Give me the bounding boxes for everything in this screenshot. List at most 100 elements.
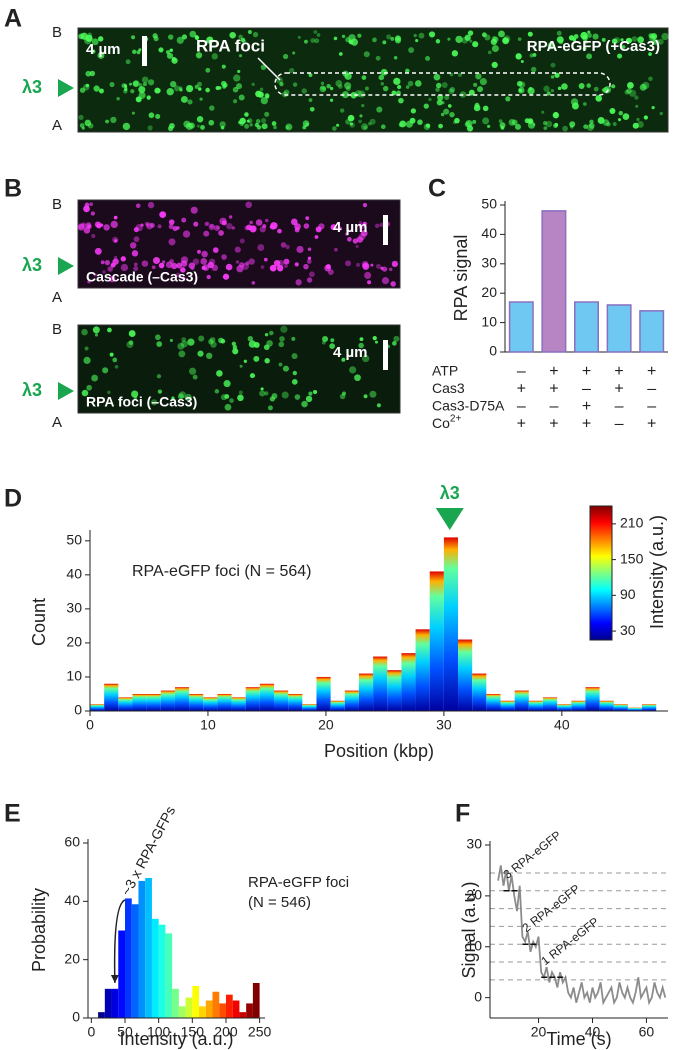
focus <box>443 108 450 115</box>
focus <box>367 280 372 285</box>
focus <box>105 119 109 124</box>
focus <box>362 262 370 270</box>
focus <box>589 119 594 125</box>
focus <box>474 102 480 108</box>
focus <box>661 32 669 41</box>
focus <box>469 39 473 43</box>
focus <box>87 32 92 38</box>
focus <box>393 77 401 85</box>
histogram-bar <box>189 693 204 711</box>
focus <box>128 330 136 338</box>
focus <box>206 274 211 280</box>
focus <box>554 111 558 116</box>
focus <box>229 398 234 403</box>
focus <box>588 122 595 129</box>
y-tick-label: 10 <box>481 313 497 329</box>
focus <box>389 267 393 272</box>
focus <box>382 40 387 45</box>
focus <box>345 86 351 92</box>
histogram-bar <box>225 994 233 1018</box>
focus <box>236 83 243 90</box>
histogram-bar <box>613 704 628 711</box>
bar <box>574 301 599 353</box>
focus <box>221 64 226 69</box>
focus <box>239 364 243 368</box>
focus <box>569 121 576 128</box>
y-tick-label: 50 <box>481 196 497 212</box>
focus <box>256 125 262 130</box>
focus <box>547 41 555 50</box>
focus <box>332 126 337 131</box>
focus <box>505 96 511 102</box>
focus <box>346 237 352 242</box>
focus <box>449 86 456 93</box>
focus <box>340 108 345 113</box>
focus <box>380 81 385 86</box>
y-tick-label: 10 <box>66 668 82 684</box>
annotation: RPA foci <box>196 36 265 55</box>
focus <box>320 81 325 86</box>
focus <box>85 70 92 77</box>
histogram-bar <box>232 1000 240 1018</box>
focus <box>146 222 154 230</box>
focus <box>130 89 135 94</box>
focus <box>129 82 133 86</box>
focus <box>267 405 273 411</box>
focus <box>423 103 429 109</box>
focus <box>238 262 245 268</box>
focus <box>314 38 320 44</box>
y-axis-label: Count <box>29 598 49 646</box>
end-label: A <box>52 117 62 134</box>
focus <box>617 53 623 59</box>
focus <box>280 242 287 248</box>
y-axis-label: Probability <box>29 888 49 972</box>
focus <box>356 236 364 243</box>
focus <box>500 125 505 130</box>
focus <box>125 59 131 65</box>
focus <box>133 262 138 267</box>
target-arrow <box>58 79 74 97</box>
end-label: B <box>52 24 62 41</box>
focus <box>435 87 440 92</box>
focus <box>448 88 455 95</box>
focus <box>165 50 170 55</box>
focus <box>90 211 96 216</box>
focus <box>218 337 224 344</box>
focus <box>398 97 404 104</box>
histogram-bar <box>205 1000 213 1018</box>
focus <box>508 119 516 126</box>
y-tick-label: 40 <box>66 566 82 582</box>
focus <box>386 34 392 40</box>
histogram-bar <box>316 676 331 711</box>
focus <box>168 238 176 246</box>
focus <box>302 120 310 127</box>
focus <box>211 264 219 272</box>
focus <box>98 88 104 94</box>
histogram-bar <box>174 687 190 711</box>
focus <box>390 36 395 41</box>
y-tick-label: 0 <box>74 702 82 718</box>
focus <box>284 264 288 269</box>
focus <box>405 68 410 74</box>
histogram-bar <box>160 690 175 711</box>
focus <box>123 87 128 92</box>
focus <box>635 104 639 108</box>
focus <box>528 119 533 124</box>
focus <box>214 225 220 232</box>
histogram-bar <box>231 697 246 711</box>
focus <box>252 31 259 38</box>
focus <box>341 357 346 362</box>
focus <box>157 224 162 229</box>
x-tick-label: 0 <box>87 1024 95 1040</box>
focus <box>391 260 399 268</box>
histogram-bar <box>302 704 317 711</box>
focus <box>228 215 233 219</box>
y-tick-label: 30 <box>66 600 82 616</box>
panel-letter: F <box>455 800 470 828</box>
focus <box>120 263 129 272</box>
focus <box>216 225 220 230</box>
focus <box>168 219 175 225</box>
focus <box>91 49 96 54</box>
focus <box>92 326 100 334</box>
focus <box>556 30 562 36</box>
